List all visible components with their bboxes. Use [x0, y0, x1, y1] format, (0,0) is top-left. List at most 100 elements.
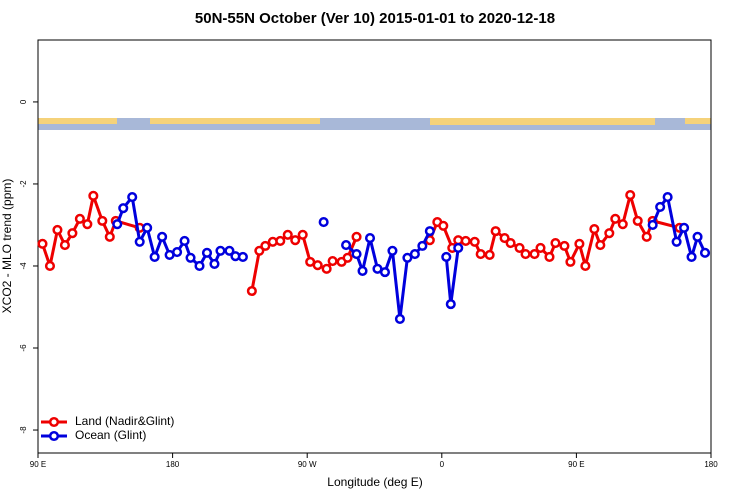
data-point: [290, 235, 301, 246]
data-point: [655, 201, 666, 212]
data-point: [438, 220, 449, 231]
data-point: [67, 228, 78, 239]
data-point: [44, 260, 56, 272]
data-point: [441, 251, 452, 263]
data-point: [453, 242, 464, 253]
data-point: [351, 249, 362, 260]
data-point: [59, 240, 70, 251]
y-tick-label: -6: [19, 344, 28, 352]
data-point: [379, 267, 391, 278]
data-point: [475, 249, 486, 260]
data-point: [185, 252, 196, 263]
data-point: [149, 251, 160, 263]
data-point: [341, 240, 352, 251]
y-axis-label: XCO2 - MLO trend (ppm): [0, 179, 14, 314]
data-point: [490, 226, 501, 237]
data-point: [580, 260, 591, 272]
legend: Land (Nadir&Glint)Ocean (Glint): [41, 414, 174, 442]
data-point: [282, 229, 293, 240]
data-point: [686, 251, 697, 263]
data-point: [327, 256, 338, 267]
data-point: [565, 256, 576, 267]
data-point: [215, 245, 226, 256]
data-point: [74, 213, 85, 224]
data-point: [699, 247, 711, 258]
data-point: [275, 235, 286, 247]
data-point: [297, 229, 308, 240]
data-point: [604, 228, 615, 239]
data-point: [112, 219, 123, 230]
data-point: [469, 236, 480, 247]
legend-marker: [48, 416, 60, 428]
data-point: [505, 237, 516, 249]
data-point: [118, 203, 129, 214]
y-tick-label: -8: [19, 426, 28, 434]
data-point: [417, 240, 428, 251]
data-point: [520, 249, 531, 260]
data-point: [52, 224, 63, 235]
data-point: [97, 215, 108, 226]
data-point: [312, 260, 323, 271]
strip-land: [150, 118, 320, 124]
x-axis-label: Longitude (deg E): [327, 475, 422, 489]
data-point: [589, 224, 600, 235]
data-point: [671, 236, 682, 247]
data-point: [662, 192, 673, 203]
data-point: [499, 233, 510, 244]
data-point: [321, 263, 332, 274]
data-point: [394, 313, 405, 324]
data-point: [88, 190, 99, 201]
data-point: [535, 242, 546, 253]
data-point: [194, 260, 205, 272]
plot-frame: [37, 39, 712, 454]
data-point: [134, 236, 145, 247]
data-point: [610, 213, 621, 224]
data-point: [679, 222, 690, 233]
data-point: [409, 249, 420, 260]
y-tick-label: 0: [19, 99, 28, 104]
legend-label: Ocean (Glint): [75, 428, 146, 442]
data-point: [544, 251, 555, 263]
data-point: [357, 265, 368, 276]
data-point: [254, 245, 265, 256]
data-point: [342, 252, 353, 263]
data-point: [142, 222, 153, 233]
data-point: [157, 231, 168, 242]
data-point: [445, 299, 456, 310]
data-point: [82, 219, 93, 230]
data-point: [574, 238, 585, 249]
data-point: [595, 240, 606, 251]
data-point: [37, 238, 48, 249]
data-point: [179, 235, 190, 247]
strip-land: [685, 118, 711, 124]
data-point: [127, 192, 138, 203]
x-tick-label: 0: [440, 460, 445, 469]
data-point: [172, 246, 183, 258]
strip-land: [430, 118, 655, 125]
series-line: [115, 195, 707, 321]
legend-marker: [48, 430, 60, 442]
chart-title: 50N-55N October (Ver 10) 2015-01-01 to 2…: [195, 10, 555, 27]
data-point: [260, 240, 271, 251]
data-point: [484, 249, 495, 260]
x-tick-label: 90 W: [298, 460, 317, 469]
data-point: [201, 247, 213, 258]
data-point: [625, 189, 636, 201]
data-point: [692, 231, 703, 242]
data-point: [529, 249, 540, 260]
land-ocean-strip: [38, 118, 711, 130]
legend-label: Land (Nadir&Glint): [75, 414, 174, 428]
data-point: [387, 245, 398, 256]
data-point: [364, 233, 376, 244]
data-point: [647, 219, 658, 231]
data-point: [632, 215, 643, 226]
data-point: [460, 235, 471, 247]
data-point: [318, 217, 329, 228]
data-point: [351, 231, 362, 242]
x-tick-label: 90 E: [30, 460, 46, 469]
strip-land: [38, 118, 117, 124]
data-point: [514, 242, 525, 253]
data-point: [209, 258, 220, 269]
